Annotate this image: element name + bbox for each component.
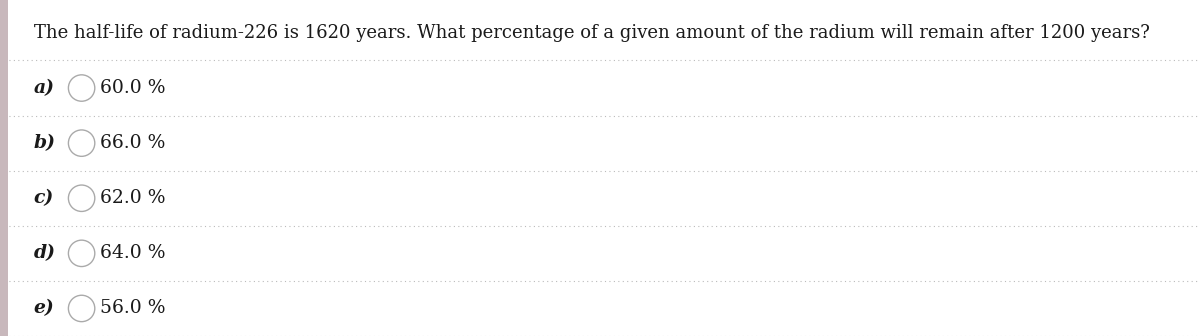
Text: 64.0 %: 64.0 % [100, 244, 166, 262]
Text: The half-life of radium-226 is 1620 years. What percentage of a given amount of : The half-life of radium-226 is 1620 year… [34, 24, 1150, 42]
FancyBboxPatch shape [0, 0, 8, 336]
Text: b): b) [34, 134, 55, 152]
Text: 66.0 %: 66.0 % [100, 134, 164, 152]
Text: a): a) [34, 79, 55, 97]
Text: 60.0 %: 60.0 % [100, 79, 166, 97]
Text: 62.0 %: 62.0 % [100, 189, 166, 207]
Text: e): e) [34, 299, 54, 318]
Text: c): c) [34, 189, 54, 207]
Text: 56.0 %: 56.0 % [100, 299, 166, 318]
Text: d): d) [34, 244, 55, 262]
